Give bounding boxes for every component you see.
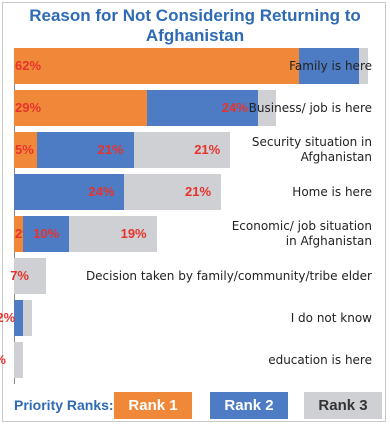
bar-segment-rank-3 [133, 132, 231, 168]
data-label: 2% [0, 342, 6, 378]
category-label: Business/ job is here [248, 100, 372, 115]
bar-row: 7% Decision taken by family/community/tri… [0, 258, 390, 294]
data-label: 10% [33, 226, 60, 241]
data-label: 62% [15, 58, 42, 73]
bar-segment-rank-2 [23, 216, 70, 252]
data-label: 2% [0, 310, 16, 325]
category-label: education is here [268, 352, 372, 367]
bar-row: 2% education is here [0, 342, 390, 378]
bar-row: 2%10%19%Economic/ job situation in Afgha… [0, 216, 390, 252]
data-label: 29% [15, 100, 42, 115]
chart-title: Reason for Not Considering Returning to … [29, 6, 361, 45]
legend-rank-2: Rank 2 [210, 392, 288, 419]
bar-segment-rank-3 [124, 174, 221, 210]
legend-title: Priority Ranks: [14, 397, 114, 413]
bar-segment-rank-1 [14, 48, 300, 84]
data-label: 5% [15, 142, 34, 157]
category-label: Security situation in Afghanistan [251, 135, 372, 164]
bar-segment-rank-3 [23, 300, 33, 336]
bar-row: 62% Family is here [0, 48, 390, 84]
category-label: Family is here [289, 58, 372, 73]
data-label: 19% [120, 226, 147, 241]
category-label: I do not know [290, 310, 372, 325]
data-label: 24% [88, 184, 115, 199]
data-label: 7% [10, 268, 29, 283]
category-label: Home is here [292, 184, 372, 199]
bar-segment-rank-2 [14, 300, 24, 336]
bar-segment-rank-1 [14, 132, 37, 168]
bar-segment-rank-1 [14, 90, 148, 126]
bar-row: 5% 21% 21% Security situation in Afghanista… [0, 132, 390, 168]
bar-segment-rank-3 [14, 342, 24, 378]
bar-segment-rank-3 [14, 258, 47, 294]
legend: Priority Ranks: Rank 1 Rank 2 Rank 3 [14, 392, 384, 420]
data-label: 21% [185, 184, 212, 199]
bar-row: 29% 24% Business/ job is here [0, 90, 390, 126]
bar-segment-rank-1 [14, 216, 24, 252]
bar-segment-rank-2 [299, 48, 359, 84]
bar-segment-rank-3 [69, 216, 157, 252]
bar-row: 24% 21% Home is here [0, 174, 390, 210]
category-label: Decision taken by family/community/tribe… [85, 268, 372, 283]
bar-segment-rank-2 [37, 132, 134, 168]
bar-segment-rank-3 [257, 90, 277, 126]
category-label: Economic/ job situation in Afghanistan [231, 219, 372, 248]
legend-rank-3: Rank 3 [304, 392, 382, 419]
data-label: 24% [221, 100, 248, 115]
bar-row: 2% I do not know [0, 300, 390, 336]
legend-rank-1: Rank 1 [114, 392, 192, 419]
chart-frame [2, 2, 386, 422]
data-label: 21% [194, 142, 221, 157]
data-label: 21% [97, 142, 124, 157]
bar-segment-rank-2 [14, 174, 125, 210]
bar-segment-rank-3 [359, 48, 369, 84]
bar-segment-rank-2 [147, 90, 258, 126]
